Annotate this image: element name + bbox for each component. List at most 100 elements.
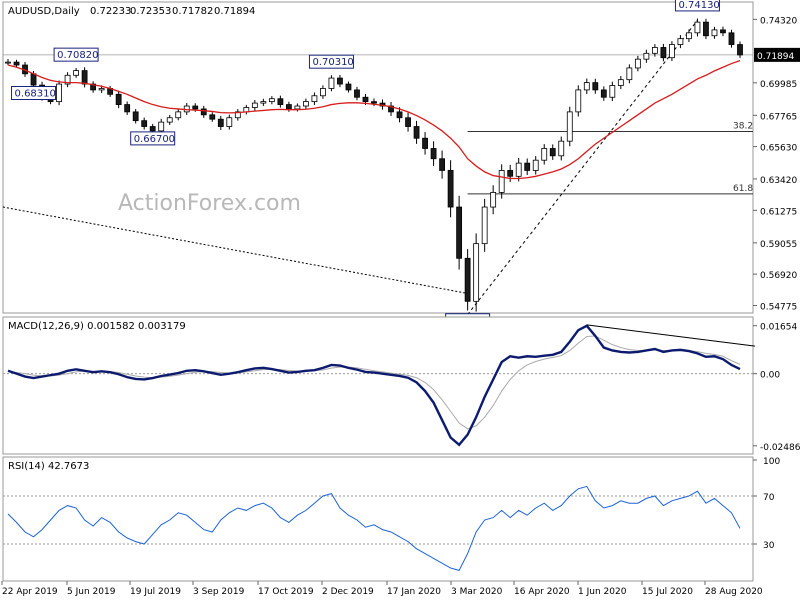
candle-body xyxy=(498,170,505,193)
candle-body xyxy=(260,101,267,104)
candle-body xyxy=(115,93,122,105)
candle-body xyxy=(430,148,437,160)
macd-header: MACD(12,26,9) 0.001582 0.003179 xyxy=(8,321,186,332)
macd-tick-label: 0.00 xyxy=(760,371,780,381)
last-price-label: 0.71894 xyxy=(757,52,794,62)
candle-body xyxy=(643,52,650,60)
date-tick-label: 28 Aug 2020 xyxy=(705,587,763,597)
rsi-header: RSI(14) 42.7673 xyxy=(8,461,89,472)
price-tick-label: 0.54775 xyxy=(760,303,797,313)
candle-body xyxy=(388,105,394,113)
price-tick-label: 0.69985 xyxy=(760,80,797,90)
candle-body xyxy=(354,89,360,98)
candle-body xyxy=(634,58,641,69)
trend-line xyxy=(467,20,698,315)
candle-body xyxy=(686,32,692,40)
price-label-text: 0.74130 xyxy=(678,0,719,11)
rsi-y-axis: 100 70 30 xyxy=(3,457,780,551)
ma200-line xyxy=(2,206,468,294)
date-axis: 22 Apr 2019 5 Jun 2019 19 Jul 2019 3 Sep 20… xyxy=(1,581,763,597)
candle-body xyxy=(703,21,709,37)
candle-body xyxy=(456,206,463,259)
candle-body xyxy=(541,148,548,161)
ma55-polyline xyxy=(7,60,741,180)
candle-body xyxy=(651,47,658,54)
candle-body xyxy=(294,105,301,110)
date-tick-label: 3 Sep 2019 xyxy=(193,587,245,597)
candle-body xyxy=(626,67,633,81)
candle-body xyxy=(575,89,582,113)
candle-body xyxy=(251,102,258,108)
rising-trend-line xyxy=(467,20,698,315)
price-label-text: 0.68310 xyxy=(15,89,56,100)
candle-body xyxy=(124,104,131,113)
candle-body xyxy=(405,117,411,127)
rsi-polyline xyxy=(7,485,741,571)
candle-body xyxy=(175,111,182,119)
candle-body xyxy=(439,158,445,171)
macd-main-line xyxy=(7,324,741,447)
date-tick-label: 16 Apr 2020 xyxy=(514,587,570,597)
fibonacci-levels: 38.2 61.8 xyxy=(467,121,753,195)
date-tick-label: 17 Oct 2019 xyxy=(258,587,314,597)
price-tick-label: 0.67765 xyxy=(760,112,797,122)
candle-body xyxy=(268,98,275,103)
candle-body xyxy=(141,120,148,127)
rsi-panel: RSI(14) 42.7673 100 70 30 xyxy=(2,456,780,582)
macd-panel: MACD(12,26,9) 0.001582 0.003179 0.01654 0… xyxy=(2,316,800,455)
candle-body xyxy=(217,118,224,127)
date-tick-label: 1 Jun 2020 xyxy=(578,587,627,597)
fib-level-label: 38.2 xyxy=(733,121,753,131)
ma200-segment xyxy=(2,206,468,294)
candle-body xyxy=(660,47,667,59)
rsi-tick-label: 30 xyxy=(763,541,775,551)
candle-body xyxy=(311,95,318,103)
candle-body xyxy=(422,137,428,149)
candle-body xyxy=(694,21,701,34)
candle-body xyxy=(56,83,62,103)
price-tick-label: 0.56920 xyxy=(760,271,797,281)
fib-level-label: 61.8 xyxy=(733,184,753,194)
price-header-close: 0.71894 xyxy=(214,6,255,17)
price-panel: AUDUSD,Daily 0.72233 0.72353 0.71782 0.7… xyxy=(2,0,800,328)
candle-body xyxy=(490,192,497,208)
candle-body xyxy=(320,88,326,97)
candle-body xyxy=(396,111,403,119)
candle-body xyxy=(447,170,454,208)
price-tick-label: 0.65630 xyxy=(760,144,797,154)
candle-body xyxy=(711,29,718,37)
candle-body xyxy=(609,85,616,98)
candle-body xyxy=(192,105,199,110)
ma55-line xyxy=(7,60,741,180)
candle-body xyxy=(337,77,343,85)
macd-trend-line xyxy=(586,324,756,347)
candle-body xyxy=(30,73,37,86)
price-label-box xyxy=(674,0,720,12)
macd-tick-label: 0.01654 xyxy=(760,323,797,333)
candle-body xyxy=(362,96,369,103)
candle-body xyxy=(149,126,156,132)
candle-body xyxy=(64,74,71,85)
candle-body xyxy=(200,108,207,116)
price-header-low: 0.71782 xyxy=(172,6,213,17)
watermark: ActionForex.com xyxy=(118,191,301,216)
macd-frame xyxy=(2,316,754,455)
price-header-open: 0.72233 xyxy=(90,6,131,17)
date-tick-label: 17 Jan 2020 xyxy=(387,587,441,597)
candle-body xyxy=(728,32,735,45)
candle-body xyxy=(720,29,726,34)
rsi-line xyxy=(7,485,741,571)
date-tick-label: 22 Apr 2019 xyxy=(2,587,58,597)
date-tick-label: 2 Dec 2019 xyxy=(322,587,374,597)
price-label-text: 0.66700 xyxy=(134,134,175,145)
candle-body xyxy=(524,162,531,171)
price-frame xyxy=(2,1,754,314)
candle-body xyxy=(303,101,309,107)
price-label-text: 0.70310 xyxy=(312,57,353,68)
rsi-frame xyxy=(2,456,754,582)
candle-body xyxy=(285,104,292,110)
price-label-text: 0.70820 xyxy=(57,50,98,61)
candle-body xyxy=(669,44,675,59)
candle-body xyxy=(328,77,335,89)
